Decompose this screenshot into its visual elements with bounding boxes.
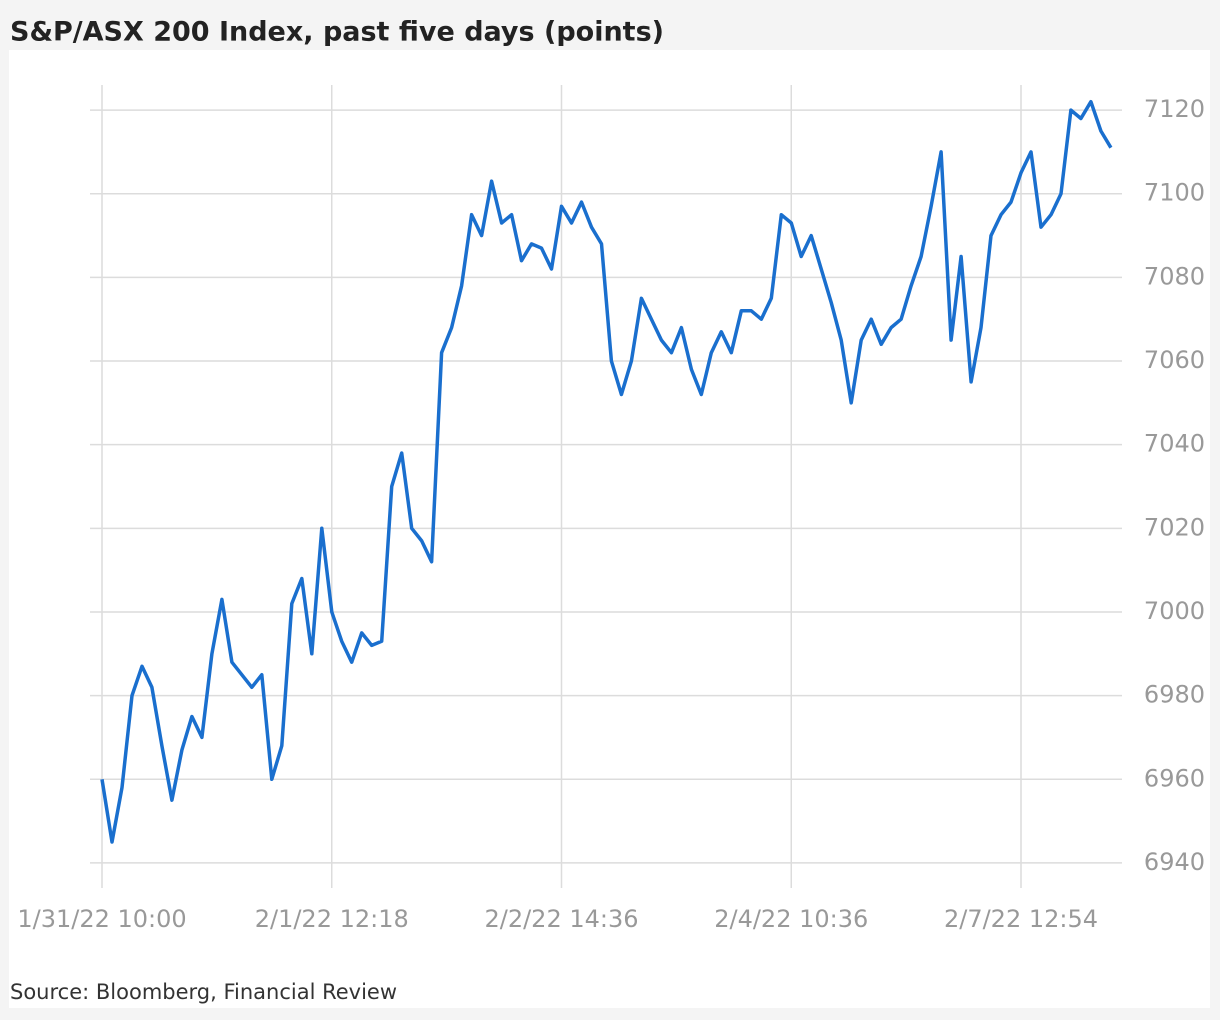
line-series bbox=[100, 99, 1113, 844]
y-tick-label: 7020 bbox=[1144, 513, 1205, 541]
x-tick-label: 1/31/22 10:00 bbox=[17, 905, 186, 933]
y-tick-label: 7080 bbox=[1144, 262, 1205, 290]
source: Source: Bloomberg, Financial Review bbox=[10, 980, 397, 1004]
chart-title: S&P/ASX 200 Index, past five days (point… bbox=[10, 17, 664, 48]
y-tick-label: 7120 bbox=[1144, 95, 1205, 123]
y-tick-label: 6940 bbox=[1144, 848, 1205, 876]
x-tick-label: 2/1/22 12:18 bbox=[255, 905, 409, 933]
y-tick-label: 7100 bbox=[1144, 179, 1205, 207]
y-tick-label: 7060 bbox=[1144, 346, 1205, 374]
x-tick-label: 2/2/22 14:36 bbox=[484, 905, 638, 933]
y-tick-label: 6960 bbox=[1144, 764, 1205, 792]
x-tick-label: 2/7/22 12:54 bbox=[944, 905, 1098, 933]
y-tick-label: 7040 bbox=[1144, 430, 1205, 458]
y-tick-label: 6980 bbox=[1144, 681, 1205, 709]
y-tick-label: 7000 bbox=[1144, 597, 1205, 625]
x-tick-label: 2/4/22 10:36 bbox=[714, 905, 868, 933]
